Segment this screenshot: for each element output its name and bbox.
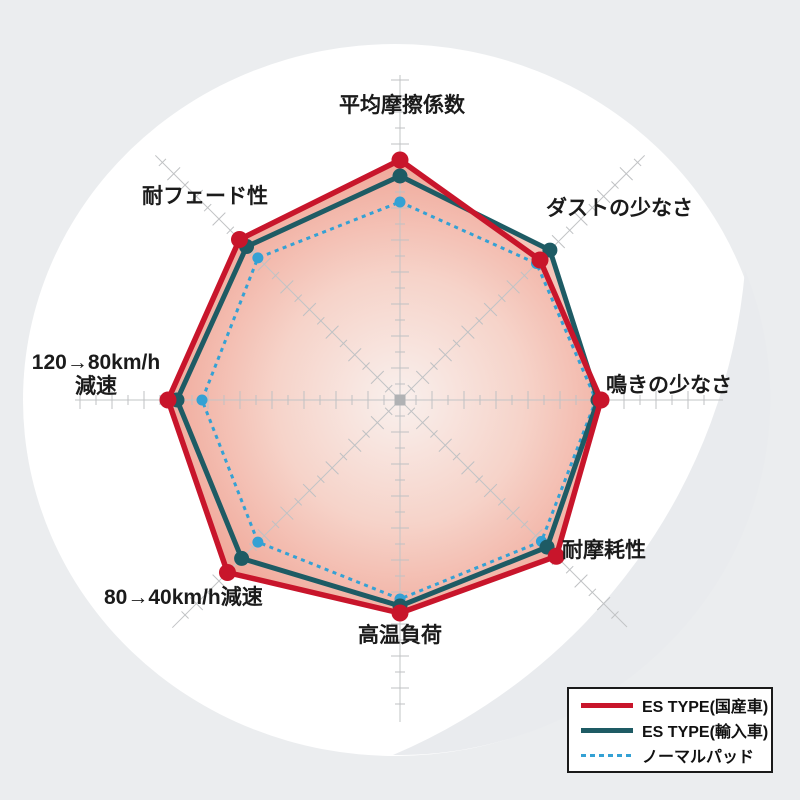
axis-label-low-dust: ダストの少なさ <box>546 197 693 220</box>
legend: ES TYPE(国産車) ES TYPE(輸入車) ノーマルパッド <box>567 687 773 773</box>
axis-label-120-80-deceleration: 120→80km/h 減速 <box>26 351 166 399</box>
legend-swatch-teal-line <box>581 727 633 733</box>
axis-label-low-noise: 鳴きの少なさ <box>606 374 732 397</box>
legend-label: ES TYPE(国産車) <box>642 699 769 716</box>
legend-swatch-red-line <box>581 702 633 708</box>
legend-label: ノーマルパッド <box>642 749 755 766</box>
center-marker <box>394 394 406 406</box>
axis-label-average-friction-coefficient: 平均摩擦係数 <box>339 94 465 117</box>
axis-label-wear-resistance: 耐摩耗性 <box>562 539 646 562</box>
background-swoosh <box>393 270 771 756</box>
series-domestic-points <box>159 151 610 622</box>
axis-label-80-40-deceleration: 80→40km/h減速 <box>104 586 263 609</box>
legend-item-es-type-domestic: ES TYPE(国産車) <box>581 693 769 717</box>
axis-label-120-80-line2: 減速 <box>75 375 117 399</box>
legend-swatch-blue-dashed-line <box>581 753 633 757</box>
legend-label: ES TYPE(輸入車) <box>642 724 769 741</box>
axis-label-high-temp-load: 高温負荷 <box>358 624 442 647</box>
legend-item-normal-pad: ノーマルパッド <box>581 743 765 767</box>
series-domestic-fill <box>168 160 601 613</box>
axis-label-120-80-line1: 120→80km/h <box>31 351 161 374</box>
axis-label-fade-resistance: 耐フェード性 <box>142 185 268 208</box>
legend-item-es-type-import: ES TYPE(輸入車) <box>581 718 769 742</box>
series-normal-pad-line <box>200 200 598 601</box>
